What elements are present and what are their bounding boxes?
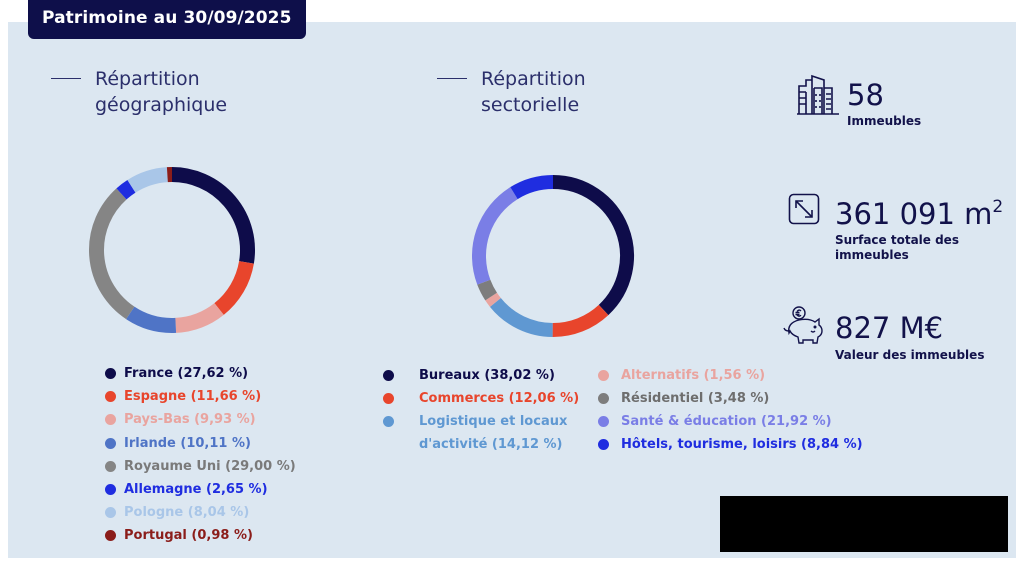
legend-label-line2: d'activité (14,12 %) (419, 437, 563, 452)
donut-segment (489, 297, 553, 337)
legend-item-royaume-uni: Royaume Uni (29,00 %) (105, 455, 296, 478)
page-title: Patrimoine au 30/09/2025 (28, 0, 306, 39)
legend-item-alternatifs: Alternatifs (1,56 %) (598, 364, 863, 387)
donut-segment (171, 167, 255, 264)
resize-arrow-icon (788, 193, 820, 225)
legend-item-portugal: Portugal (0,98 %) (105, 524, 296, 547)
legend-item-logistique: Logistique et locaux d'activité (14,12 %) (383, 410, 579, 456)
legend-dot (105, 484, 116, 496)
legend-label-line1: Logistique et locaux (419, 414, 568, 429)
title-dash (51, 78, 81, 79)
legend-item-allemagne: Allemagne (2,65 %) (105, 478, 296, 501)
donut-segment (477, 279, 498, 301)
legend-dot (105, 460, 116, 472)
piggy-bank-euro-icon (783, 306, 823, 344)
legend-dot (105, 414, 116, 426)
geographic-section-title: Répartition géographique (51, 66, 227, 118)
legend-item-pologne: Pologne (8,04 %) (105, 501, 296, 524)
legend-label: Irlande (10,11 %) (124, 435, 251, 451)
legend-label: Santé & éducation (21,92 %) (621, 414, 832, 429)
legend-label: Portugal (0,98 %) (124, 528, 253, 544)
stat-value: 827 M€ Valeur des immeubles (835, 313, 984, 363)
legend-label: Espagne (11,66 %) (124, 389, 262, 405)
legend-label: Royaume Uni (29,00 %) (124, 458, 296, 474)
legend-dot (383, 370, 394, 381)
legend-label: Commerces (12,06 %) (419, 391, 580, 406)
donut-segment (510, 175, 554, 200)
geographic-title-line2: géographique (95, 94, 228, 116)
sector-donut-chart (472, 175, 634, 337)
legend-dot (105, 530, 116, 542)
legend-dot (105, 391, 116, 403)
redacted-area (720, 496, 1008, 552)
legend-item-sante-education: Santé & éducation (21,92 %) (598, 410, 863, 433)
legend-item-espagne: Espagne (11,66 %) (105, 385, 296, 408)
legend-item-commerces: Commerces (12,06 %) (383, 387, 579, 410)
geographic-title-line1: Répartition (95, 68, 200, 90)
sector-legend-column-1: Bureaux (38,02 %) Commerces (12,06 %) Lo… (383, 364, 579, 456)
geographic-donut-chart (89, 167, 255, 333)
stat-value-amount: 827 M€ (835, 311, 944, 345)
legend-dot (598, 393, 609, 404)
legend-label: Bureaux (38,02 %) (419, 368, 555, 383)
legend-label: Résidentiel (3,48 %) (621, 391, 770, 406)
legend-dot (598, 416, 609, 427)
donut-segment (89, 188, 135, 320)
stat-value-label: Valeur des immeubles (835, 348, 985, 362)
donut-segment (214, 260, 254, 315)
legend-label: Pays-Bas (9,93 %) (124, 412, 256, 428)
legend-label: Allemagne (2,65 %) (124, 482, 268, 498)
legend-label: France (27,62 %) (124, 366, 249, 382)
legend-item-residentiel: Résidentiel (3,48 %) (598, 387, 863, 410)
donut-segment (472, 187, 518, 285)
portfolio-panel (8, 22, 1016, 558)
donut-segment (116, 179, 136, 200)
legend-dot (105, 368, 116, 380)
legend-item-pays-bas: Pays-Bas (9,93 %) (105, 408, 296, 431)
donut-segment (552, 175, 634, 316)
legend-item-bureaux: Bureaux (38,02 %) (383, 364, 579, 387)
donut-segment (552, 304, 609, 337)
donut-segment (485, 292, 501, 307)
sector-section-title: Répartition sectorielle (437, 66, 586, 118)
stat-buildings-label: Immeubles (847, 114, 922, 128)
legend-dot (105, 437, 116, 449)
legend-label: Pologne (8,04 %) (124, 505, 250, 521)
legend-label: Hôtels, tourisme, loisirs (8,84 %) (621, 437, 863, 452)
geographic-legend: France (27,62 %) Espagne (11,66 %) Pays-… (105, 362, 296, 548)
legend-dot (598, 370, 609, 381)
donut-segment (126, 306, 177, 333)
stat-surface-label: Surface totale des immeubles (835, 233, 959, 262)
buildings-icon (797, 74, 839, 115)
donut-segment (175, 302, 224, 333)
legend-item-irlande: Irlande (10,11 %) (105, 432, 296, 455)
legend-dot (105, 507, 116, 519)
title-dash (437, 78, 467, 79)
stat-buildings: 58 Immeubles (847, 80, 921, 129)
donut-segment (127, 167, 169, 193)
legend-label: Alternatifs (1,56 %) (621, 368, 766, 383)
stat-buildings-value: 58 (847, 78, 884, 112)
sector-title-line1: Répartition (481, 68, 586, 90)
legend-item-france: France (27,62 %) (105, 362, 296, 385)
legend-dot (383, 393, 394, 404)
legend-item-hotels: Hôtels, tourisme, loisirs (8,84 %) (598, 433, 863, 456)
sector-title-line2: sectorielle (481, 94, 580, 116)
legend-dot (598, 439, 609, 450)
sector-legend-column-2: Alternatifs (1,56 %) Résidentiel (3,48 %… (598, 364, 863, 456)
stat-surface-value: 361 091 m2 (835, 197, 1004, 231)
stat-surface: 361 091 m2 Surface totale des immeubles (835, 192, 1003, 263)
legend-dot (383, 416, 394, 427)
